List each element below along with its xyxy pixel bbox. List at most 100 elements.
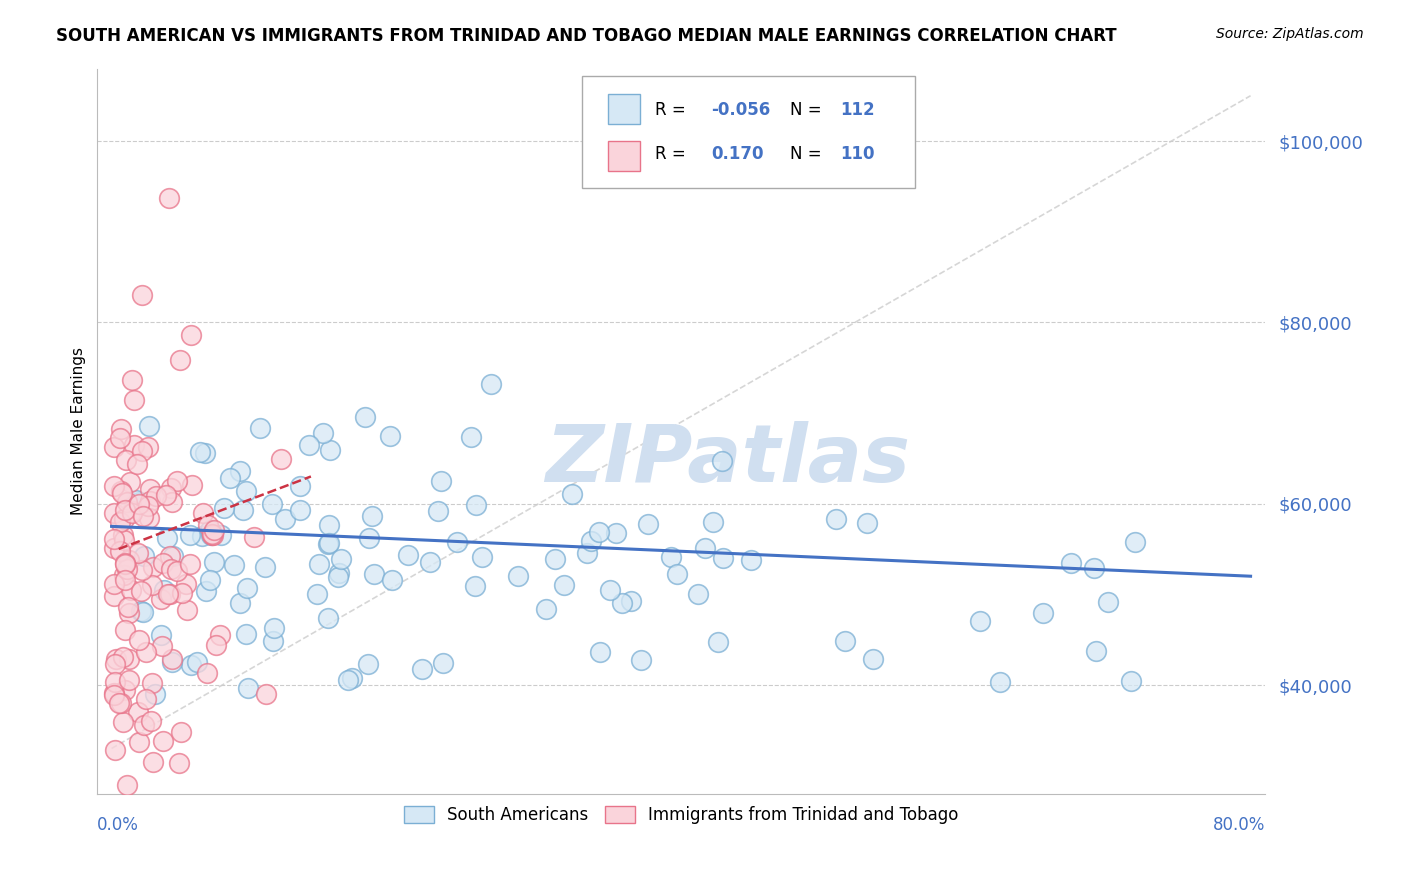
Text: -0.056: -0.056 xyxy=(711,102,770,120)
Point xyxy=(135,692,157,706)
Point xyxy=(180,328,202,343)
Point xyxy=(108,696,131,710)
Point xyxy=(112,568,135,582)
Point xyxy=(142,559,165,574)
Point xyxy=(103,506,125,520)
Point xyxy=(103,478,125,492)
Point xyxy=(579,534,602,549)
Point xyxy=(194,446,217,460)
Point xyxy=(103,541,125,556)
Point xyxy=(150,639,173,653)
Point xyxy=(103,674,125,689)
Point xyxy=(630,653,652,667)
Point xyxy=(396,548,419,562)
Point xyxy=(318,518,340,533)
Point xyxy=(328,566,350,581)
Point xyxy=(460,429,482,443)
Point xyxy=(249,420,271,434)
Text: 112: 112 xyxy=(839,102,875,120)
Point xyxy=(263,621,285,635)
Text: R =: R = xyxy=(655,145,692,162)
Point xyxy=(121,506,143,520)
Point xyxy=(191,506,214,520)
Point xyxy=(988,675,1011,690)
Point xyxy=(205,638,228,652)
Point xyxy=(201,527,224,541)
Text: SOUTH AMERICAN VS IMMIGRANTS FROM TRINIDAD AND TOBAGO MEDIAN MALE EARNINGS CORRE: SOUTH AMERICAN VS IMMIGRANTS FROM TRINID… xyxy=(56,27,1116,45)
Point xyxy=(157,191,180,205)
Point xyxy=(270,452,292,467)
Point xyxy=(316,536,339,550)
Point xyxy=(186,655,208,669)
Point xyxy=(1121,674,1143,689)
Point xyxy=(426,504,449,518)
Point xyxy=(179,527,201,541)
Point xyxy=(108,544,131,558)
Point xyxy=(432,656,454,670)
Point xyxy=(112,533,135,548)
Point xyxy=(297,438,319,452)
Point xyxy=(103,686,125,700)
Point xyxy=(114,623,136,637)
Point xyxy=(197,518,219,533)
Point xyxy=(110,483,132,498)
Point xyxy=(194,584,217,599)
Point xyxy=(152,557,174,571)
Point xyxy=(135,645,157,659)
Point xyxy=(232,503,254,517)
Point xyxy=(156,587,179,601)
Text: 80.0%: 80.0% xyxy=(1212,815,1265,833)
Point xyxy=(319,443,342,458)
Point xyxy=(112,512,135,526)
Point xyxy=(198,523,221,537)
Point xyxy=(305,587,328,601)
Point xyxy=(128,633,150,648)
Point xyxy=(115,495,138,509)
Point xyxy=(121,373,143,387)
Point xyxy=(160,655,183,669)
Point xyxy=(288,503,311,517)
Point xyxy=(238,681,260,696)
Point xyxy=(114,557,136,571)
Point xyxy=(200,528,222,542)
Point xyxy=(288,479,311,493)
Point xyxy=(588,644,610,658)
Point xyxy=(131,603,153,617)
Point xyxy=(229,464,252,478)
Point xyxy=(235,484,257,499)
Point xyxy=(131,443,153,458)
Point xyxy=(219,470,242,484)
Legend: South Americans, Immigrants from Trinidad and Tobago: South Americans, Immigrants from Trinida… xyxy=(395,797,967,832)
Point xyxy=(659,549,682,564)
Point xyxy=(128,734,150,748)
Point xyxy=(553,578,575,592)
Point xyxy=(103,576,125,591)
Point xyxy=(156,531,179,545)
Text: R =: R = xyxy=(655,102,692,120)
Point xyxy=(114,503,136,517)
Point xyxy=(686,587,709,601)
Text: Source: ZipAtlas.com: Source: ZipAtlas.com xyxy=(1216,27,1364,41)
Point xyxy=(665,567,688,582)
Point xyxy=(693,541,716,555)
Point xyxy=(464,579,486,593)
Point xyxy=(132,509,155,524)
Point xyxy=(599,583,621,598)
Point xyxy=(152,583,174,598)
Point xyxy=(139,714,162,728)
Point xyxy=(711,551,734,566)
Point xyxy=(242,530,264,544)
Point xyxy=(202,555,225,569)
Point xyxy=(378,429,401,443)
Point xyxy=(142,755,165,769)
Point xyxy=(544,552,567,566)
Point xyxy=(1085,643,1108,657)
Point xyxy=(122,438,145,452)
Point xyxy=(166,474,188,488)
Point xyxy=(308,557,330,571)
Point xyxy=(166,565,188,579)
Point xyxy=(214,501,236,516)
Point xyxy=(149,628,172,642)
Point xyxy=(103,532,125,546)
Point xyxy=(465,499,488,513)
